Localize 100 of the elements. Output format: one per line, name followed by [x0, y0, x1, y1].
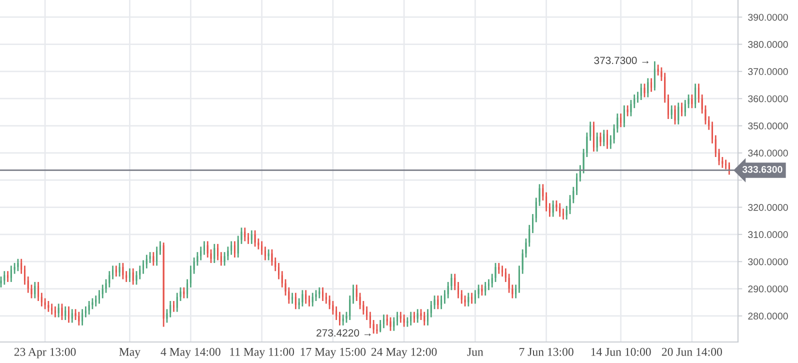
candlestick: [630, 99, 632, 117]
y-tick-label: 390.0000: [748, 14, 788, 21]
candlestick: [24, 264, 26, 286]
candlestick: [694, 82, 696, 109]
candlestick: [548, 202, 550, 218]
candlestick: [274, 256, 276, 272]
candlestick: [64, 306, 66, 321]
candlestick: [264, 246, 266, 261]
candlestick: [336, 306, 338, 321]
x-tick-label: 14 Jun 10:00: [591, 348, 651, 356]
candlestick: [308, 294, 310, 308]
candlestick: [82, 308, 84, 326]
candlestick: [562, 208, 564, 220]
candlestick: [48, 300, 50, 313]
candlestick: [356, 284, 358, 302]
x-tick-label: 24 May 12:00: [371, 348, 437, 358]
y-tick-label: 310.0000: [748, 231, 788, 238]
x-tick-label: Jun: [467, 348, 484, 356]
candlestick: [366, 306, 368, 321]
y-tick-label: 340.0000: [748, 150, 788, 157]
candlestick: [369, 311, 371, 329]
candlestick: [352, 284, 354, 304]
candlestick: [474, 289, 476, 304]
candlestick: [217, 243, 219, 261]
candlestick: [40, 292, 42, 308]
candlestick: [180, 286, 182, 302]
candlestick: [58, 303, 60, 318]
candlestick: [193, 256, 195, 275]
candlestick: [132, 268, 134, 286]
candlestick: [312, 292, 314, 308]
candlestick: [681, 102, 683, 117]
candlestick: [27, 276, 29, 294]
candlestick: [203, 240, 205, 256]
candlestick: [372, 319, 374, 334]
candlestick: [149, 251, 151, 264]
candlestick: [281, 270, 283, 288]
candlestick: [176, 292, 178, 313]
candlestick: [68, 306, 70, 324]
candlestick: [603, 129, 605, 147]
candlestick: [362, 300, 364, 316]
candlestick: [108, 270, 110, 288]
candlestick: [4, 270, 6, 286]
candlestick: [528, 224, 530, 248]
candlestick: [146, 254, 148, 270]
y-tick-label: 360.0000: [748, 95, 788, 102]
candlestick: [142, 260, 144, 275]
annotation: 373.7300 →: [594, 56, 648, 64]
candlestick: [712, 121, 714, 144]
candlestick: [237, 235, 239, 258]
candlestick: [650, 78, 652, 93]
candlestick: [38, 281, 40, 302]
candlestick: [152, 251, 154, 266]
candlestick: [254, 230, 256, 248]
candlestick: [258, 238, 260, 250]
candlestick: [102, 284, 104, 299]
candlestick: [271, 248, 273, 266]
x-tick-label: 4 May 14:00: [160, 348, 220, 358]
candlestick: [684, 99, 686, 117]
candlestick: [393, 316, 395, 332]
y-tick-label: 380.0000: [748, 41, 788, 48]
candlestick: [596, 132, 598, 152]
candlestick: [678, 102, 680, 126]
candlestick: [718, 148, 720, 166]
candlestick: [380, 319, 382, 333]
candlestick: [250, 230, 252, 245]
candlestick: [342, 314, 344, 326]
annotation: 273.4220 →: [316, 329, 371, 337]
candlestick: [708, 116, 710, 131]
candlestick: [576, 172, 578, 196]
candlestick: [349, 294, 351, 321]
candlestick: [288, 286, 290, 304]
candlestick: [559, 202, 561, 218]
candlestick: [322, 286, 324, 302]
candlestick: [112, 264, 114, 280]
candlestick: [166, 308, 168, 324]
candlestick: [468, 292, 470, 308]
candlestick: [434, 294, 436, 310]
candlestick: [390, 316, 392, 332]
candlestick: [437, 294, 439, 310]
candlestick: [338, 311, 340, 326]
candlestick: [640, 82, 642, 101]
candlestick: [261, 240, 263, 256]
candlestick: [722, 156, 724, 169]
candlestick: [294, 292, 296, 310]
candlestick: [302, 289, 304, 308]
candlestick: [396, 311, 398, 326]
candlestick: [600, 132, 602, 147]
candlestick: [200, 246, 202, 261]
candlestick: [660, 66, 662, 82]
candlestick: [606, 129, 608, 150]
candlestick: [515, 284, 517, 299]
x-tick-label: 17 May 15:00: [300, 348, 366, 358]
candlestick: [95, 294, 97, 308]
candlestick: [17, 258, 19, 272]
candlestick: [535, 197, 537, 223]
candlestick: [518, 264, 520, 294]
candlestick: [61, 303, 63, 321]
candlestick: [647, 78, 649, 98]
candlestick: [592, 121, 594, 152]
candlestick: [623, 104, 625, 128]
